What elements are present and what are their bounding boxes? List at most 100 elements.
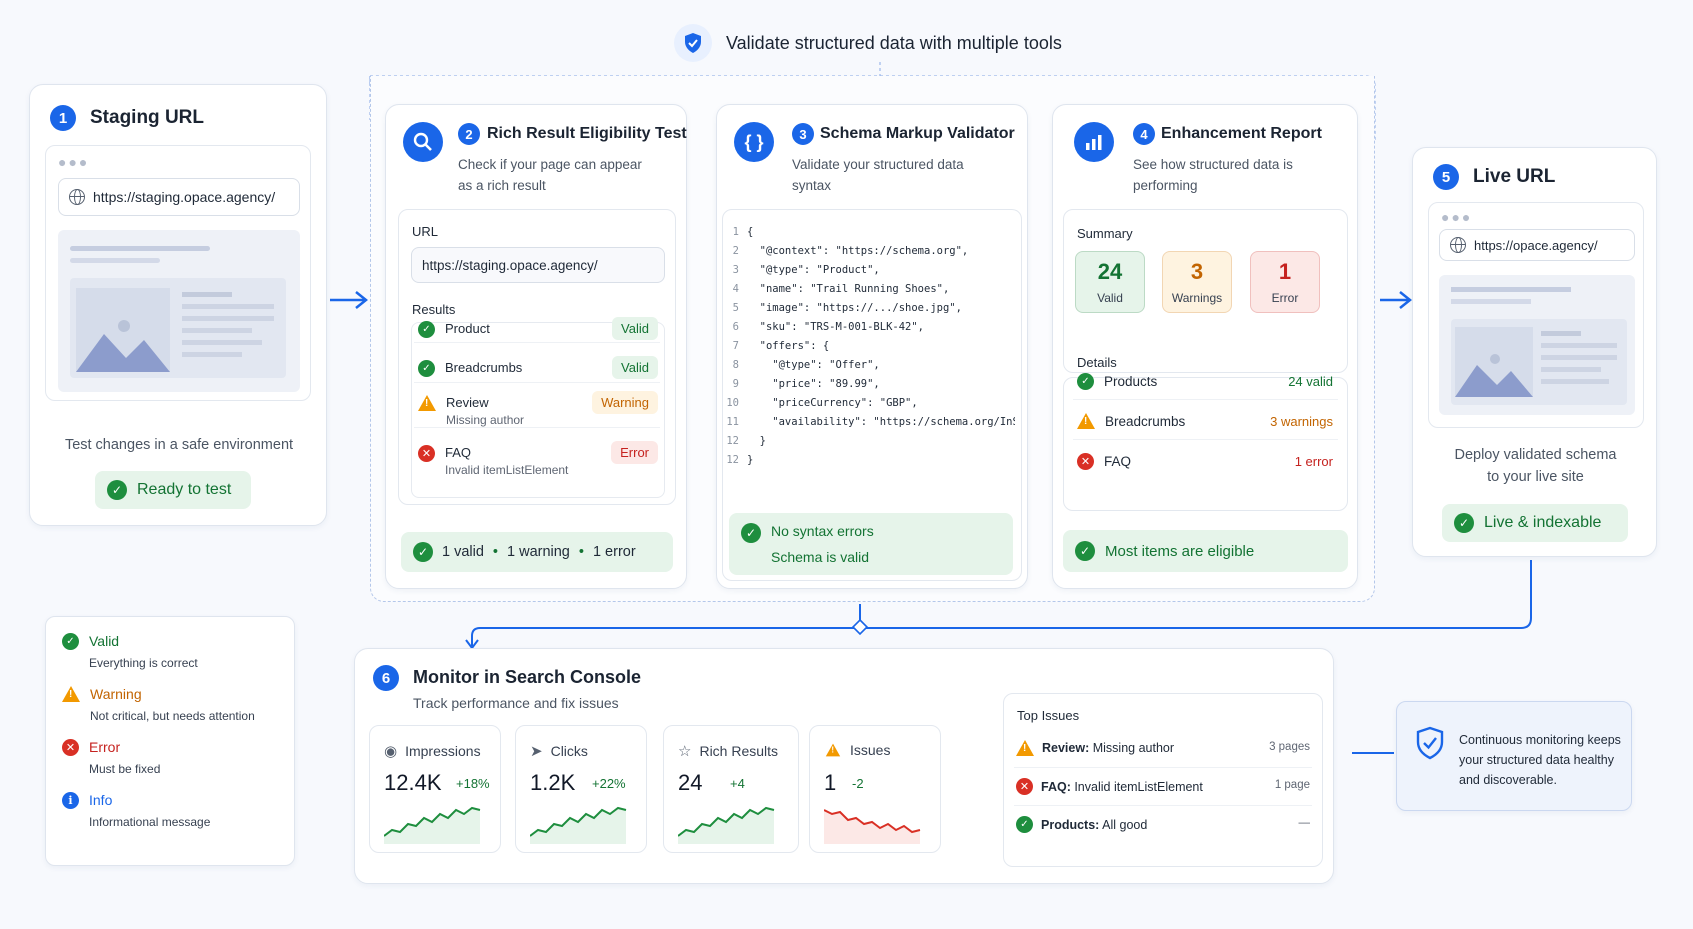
- check-icon: ✓: [1077, 373, 1094, 390]
- check-icon: ✓: [418, 321, 435, 338]
- image-placeholder-icon: [76, 288, 170, 372]
- step-number: 5: [1433, 164, 1459, 190]
- issue-count: —: [1298, 817, 1311, 829]
- summary-label: Summary: [1077, 226, 1133, 241]
- live-url-bar[interactable]: https://opace.agency/: [1439, 229, 1635, 261]
- staging-url-bar[interactable]: https://staging.opace.agency/: [58, 178, 300, 216]
- line-number: 5: [732, 302, 739, 314]
- metric-header: ◉ Impressions: [384, 742, 481, 760]
- status-legend: ✓ Valid Everything is correct Warning Not cr…: [45, 616, 295, 866]
- legend-title: Valid: [89, 633, 120, 649]
- detail-row[interactable]: Breadcrumbs: [1077, 413, 1185, 429]
- metric-header: ☆ Rich Results: [678, 742, 778, 760]
- card-description: See how structured data is performing: [1133, 157, 1293, 193]
- code-line: "image": "https://.../shoe.jpg",: [747, 302, 962, 314]
- issue-row[interactable]: ✕ FAQ: Invalid itemListElement: [1016, 778, 1203, 795]
- schema-validator-card: { } 3 Schema Markup Validator Validate y…: [716, 104, 1028, 589]
- ready-status-badge: ✓ Ready to test: [95, 471, 251, 509]
- issue-row[interactable]: ✓ Products: All good: [1016, 816, 1147, 833]
- code-line: {: [747, 226, 754, 238]
- line-number: 2: [732, 245, 739, 257]
- check-icon: ✓: [1016, 816, 1033, 833]
- stat-label: Error: [1271, 291, 1299, 305]
- line-number: 10: [726, 397, 739, 409]
- result-detail: Invalid itemListElement: [445, 463, 569, 477]
- card-description: Check if your page can appear as a rich …: [458, 157, 642, 193]
- result-name: Breadcrumbs: [445, 360, 523, 375]
- globe-icon: [1450, 237, 1466, 253]
- stat-tile[interactable]: 3 Warnings: [1162, 251, 1232, 313]
- metric-label: Impressions: [405, 743, 481, 759]
- check-icon: ✓: [1075, 541, 1095, 561]
- result-row[interactable]: ✓ Product: [418, 321, 490, 338]
- search-icon: [403, 122, 443, 162]
- info-icon: i: [62, 792, 79, 809]
- issue-text: Invalid itemListElement: [1070, 779, 1203, 794]
- code-line: "@type": "Product",: [747, 264, 880, 276]
- status-badge: Error: [611, 441, 658, 464]
- row-divider: [1073, 439, 1338, 440]
- row-divider: [414, 342, 660, 343]
- line-number: 4: [732, 283, 739, 295]
- result-name: FAQ: [445, 445, 472, 460]
- url-text: https://staging.opace.agency/: [93, 189, 276, 205]
- stat-tile[interactable]: 24 Valid: [1075, 251, 1145, 313]
- result-row[interactable]: Review Missing author: [418, 395, 524, 427]
- issue-row[interactable]: Review: Missing author: [1016, 740, 1174, 756]
- result-row[interactable]: ✓ Breadcrumbs: [418, 360, 522, 377]
- legend-title: Info: [89, 792, 113, 808]
- check-icon: ✓: [107, 480, 127, 500]
- check-icon: ✓: [418, 360, 435, 377]
- results-summary: ✓ 1 valid • 1 warning • 1 error: [401, 532, 673, 572]
- legend-item: ✓ Valid Everything is correct: [62, 633, 198, 670]
- card-title: Schema Markup Validator: [820, 125, 1015, 142]
- metric-tile[interactable]: ◉ Impressions 12.4K +18%: [369, 725, 501, 853]
- trend-sparkline: [530, 806, 627, 844]
- legend-desc: Everything is correct: [89, 656, 198, 670]
- error-icon: ✕: [62, 739, 79, 756]
- metric-tile[interactable]: ☆ Rich Results 24 +4: [663, 725, 799, 853]
- row-divider: [1014, 767, 1312, 768]
- syntax-result-title: No syntax errors: [771, 523, 874, 539]
- error-icon: ✕: [418, 445, 435, 462]
- code-line: "price": "89.99",: [747, 378, 880, 390]
- step-number: 1: [50, 105, 76, 131]
- cursor-icon: ➤: [530, 743, 543, 760]
- detail-row[interactable]: ✕ FAQ: [1077, 453, 1131, 470]
- window-dots-icon: ●●●: [1441, 209, 1473, 225]
- detail-name: Products: [1104, 374, 1158, 389]
- globe-icon: [69, 189, 85, 205]
- code-line: "@type": "Offer",: [747, 359, 880, 371]
- warning-icon: [62, 686, 80, 702]
- metric-delta: +22%: [592, 776, 626, 791]
- card-title: Rich Result Eligibility Test: [487, 125, 687, 142]
- detail-row[interactable]: ✓ Products: [1077, 373, 1157, 390]
- metric-tile[interactable]: Issues 1 -2: [809, 725, 941, 853]
- line-number: 8: [732, 359, 739, 371]
- status-badge: Valid: [612, 356, 658, 379]
- stat-label: Warnings: [1171, 291, 1223, 305]
- issue-text: All good: [1099, 817, 1148, 832]
- metric-label: Rich Results: [699, 743, 779, 759]
- result-name: Review: [446, 395, 489, 410]
- status-badge: Valid: [612, 317, 658, 340]
- test-url-input[interactable]: https://staging.opace.agency/: [411, 247, 665, 283]
- stat-tile[interactable]: 1 Error: [1250, 251, 1320, 313]
- top-issues-label: Top Issues: [1017, 708, 1080, 723]
- browser-mockup: ●●● https://opace.agency/: [1428, 202, 1644, 428]
- code-line: "offers": {: [747, 340, 830, 352]
- results-label: Results: [412, 302, 456, 317]
- row-divider: [1014, 805, 1312, 806]
- star-icon: ☆: [678, 743, 692, 760]
- check-icon: ✓: [741, 523, 761, 543]
- metric-label: Issues: [850, 742, 891, 758]
- legend-title: Error: [89, 739, 121, 755]
- line-number: 7: [732, 340, 739, 352]
- metric-tile[interactable]: ➤ Clicks 1.2K +22%: [515, 725, 647, 853]
- result-row[interactable]: ✕ FAQ Invalid itemListElement: [418, 445, 568, 477]
- shield-check-icon: [674, 24, 712, 62]
- legend-desc: Must be fixed: [89, 762, 161, 776]
- code-line: }: [747, 435, 766, 447]
- metric-delta: +18%: [456, 776, 490, 791]
- row-divider: [414, 427, 660, 428]
